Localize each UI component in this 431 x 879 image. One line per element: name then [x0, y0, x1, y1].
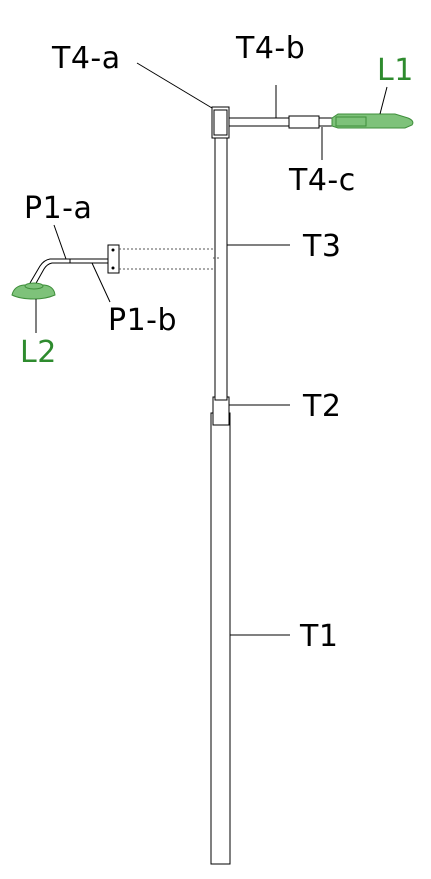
label-p1b: P1-b — [108, 303, 177, 338]
leader-p1a — [53, 224, 67, 260]
arm-p1a — [29, 258, 70, 284]
label-t3: T3 — [302, 229, 341, 264]
label-p1a: P1-a — [24, 191, 92, 226]
arm-p1a-inner — [34, 262, 70, 286]
luminaire-l1 — [331, 113, 414, 129]
leader-p1b — [91, 262, 111, 303]
luminaire-l2 — [11, 282, 56, 300]
pole-section-t1 — [210, 412, 231, 865]
label-l1: L1 — [377, 53, 414, 88]
pole-head-inner — [213, 109, 228, 136]
label-t1: T1 — [299, 619, 338, 654]
label-t2: T2 — [302, 389, 341, 424]
pole-section-t3 — [214, 129, 228, 401]
bracket-bolt-top — [111, 248, 115, 252]
pole-head-t4a — [211, 106, 230, 139]
leader-t4a — [136, 62, 213, 109]
label-l2: L2 — [20, 335, 57, 370]
leader-l1 — [379, 86, 388, 115]
label-t4c: T4-c — [288, 163, 356, 198]
pole-joint-t2 — [212, 396, 230, 426]
label-t4a: T4-a — [51, 41, 121, 76]
label-t4b: T4-b — [235, 31, 305, 66]
adapter-t4c — [288, 115, 320, 129]
bracket-bolt-bottom — [111, 266, 115, 270]
arm-p1b — [69, 258, 108, 264]
